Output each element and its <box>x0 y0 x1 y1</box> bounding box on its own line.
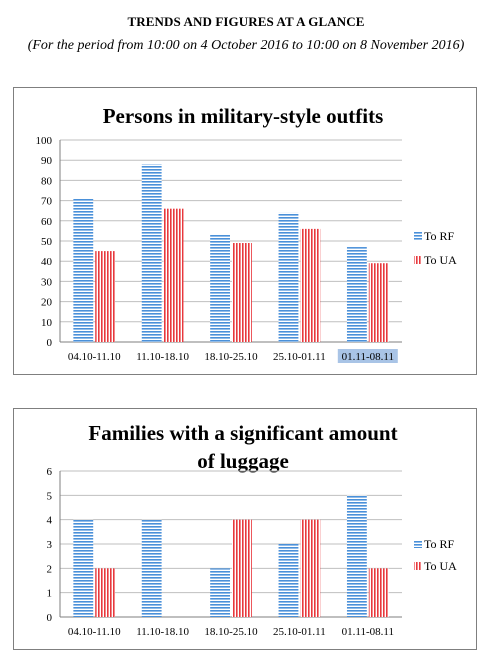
legend-swatch-to-ua <box>414 562 422 570</box>
y-tick-label: 0 <box>47 337 53 349</box>
document-title: TRENDS AND FIGURES AT A GLANCE <box>127 14 365 29</box>
bar-to-rf <box>346 495 367 617</box>
legend-label-to-ua: To UA <box>424 253 457 267</box>
bar-to-rf <box>346 247 367 342</box>
legend-label-to-rf: To RF <box>424 537 454 551</box>
bar-to-ua <box>163 208 184 342</box>
bar-to-ua <box>232 519 252 617</box>
x-tick-label: 04.10-11.10 <box>68 351 121 363</box>
military-outfits-chart: Persons in military-style outfits 0 10 20 30… <box>13 87 477 375</box>
x-tick-label: 25.10-01.11 <box>273 351 326 363</box>
legend-swatch-to-rf <box>414 540 422 548</box>
chart-title: Families with a significant amount <box>88 421 397 445</box>
y-tick-label: 80 <box>41 175 53 187</box>
y-tick-label: 4 <box>47 515 53 527</box>
chart-title: Persons in military-style outfits <box>103 104 384 128</box>
y-tick-label: 50 <box>41 236 53 248</box>
x-tick-label: 25.10-01.11 <box>273 626 326 638</box>
bar-to-ua <box>368 263 389 342</box>
bar-to-rf <box>141 164 162 342</box>
y-tick-label: 60 <box>41 216 53 228</box>
y-tick-label: 20 <box>41 297 53 309</box>
y-tick-label: 6 <box>47 466 53 478</box>
y-tick-label: 90 <box>41 155 53 167</box>
bar-to-ua <box>95 568 116 617</box>
military-outfits-chart-svg: Persons in military-style outfits 0 10 20 30… <box>36 104 457 363</box>
y-tick-label: 10 <box>41 317 53 329</box>
bar-to-rf <box>73 519 94 617</box>
x-tick-label: 01.11-08.11 <box>342 351 394 363</box>
bar-to-rf <box>278 212 299 342</box>
y-tick-label: 100 <box>36 135 53 147</box>
x-tick-label: 04.10-11.10 <box>68 626 121 638</box>
chart-title: of luggage <box>197 449 289 473</box>
y-tick-label: 2 <box>47 563 53 575</box>
legend-swatch-to-ua <box>414 256 422 264</box>
legend-swatch-to-rf <box>414 232 422 240</box>
bar-to-rf <box>73 198 94 342</box>
bar-to-rf <box>278 544 299 617</box>
y-tick-label: 70 <box>41 196 53 208</box>
legend-label-to-rf: To RF <box>424 229 454 243</box>
bar-to-ua <box>95 251 116 342</box>
y-tick-label: 1 <box>47 588 53 600</box>
x-tick-label: 18.10-25.10 <box>204 626 258 638</box>
x-tick-label: 01.11-08.11 <box>342 626 394 638</box>
y-tick-label: 0 <box>47 612 53 624</box>
legend-label-to-ua: To UA <box>424 559 457 573</box>
bar-to-ua <box>300 519 321 617</box>
document-subtitle: (For the period from 10:00 on 4 October … <box>27 38 465 53</box>
bar-to-ua <box>232 243 252 342</box>
x-tick-label: 11.10-18.10 <box>136 351 189 363</box>
y-tick-label: 3 <box>47 539 53 551</box>
bar-to-rf <box>210 234 230 342</box>
y-tick-label: 5 <box>47 490 53 502</box>
x-tick-label: 18.10-25.10 <box>204 351 258 363</box>
families-luggage-chart-svg: Families with a significant amount of lug… <box>47 421 458 638</box>
bar-to-ua <box>368 568 389 617</box>
bar-to-rf <box>210 568 230 617</box>
x-tick-label: 11.10-18.10 <box>136 626 189 638</box>
bar-to-rf <box>141 519 162 617</box>
y-tick-label: 30 <box>41 276 53 288</box>
bar-to-ua <box>300 228 321 342</box>
x-tick-highlight <box>337 349 398 363</box>
y-tick-label: 40 <box>41 256 53 268</box>
families-luggage-chart: Families with a significant amount of lug… <box>13 408 477 650</box>
